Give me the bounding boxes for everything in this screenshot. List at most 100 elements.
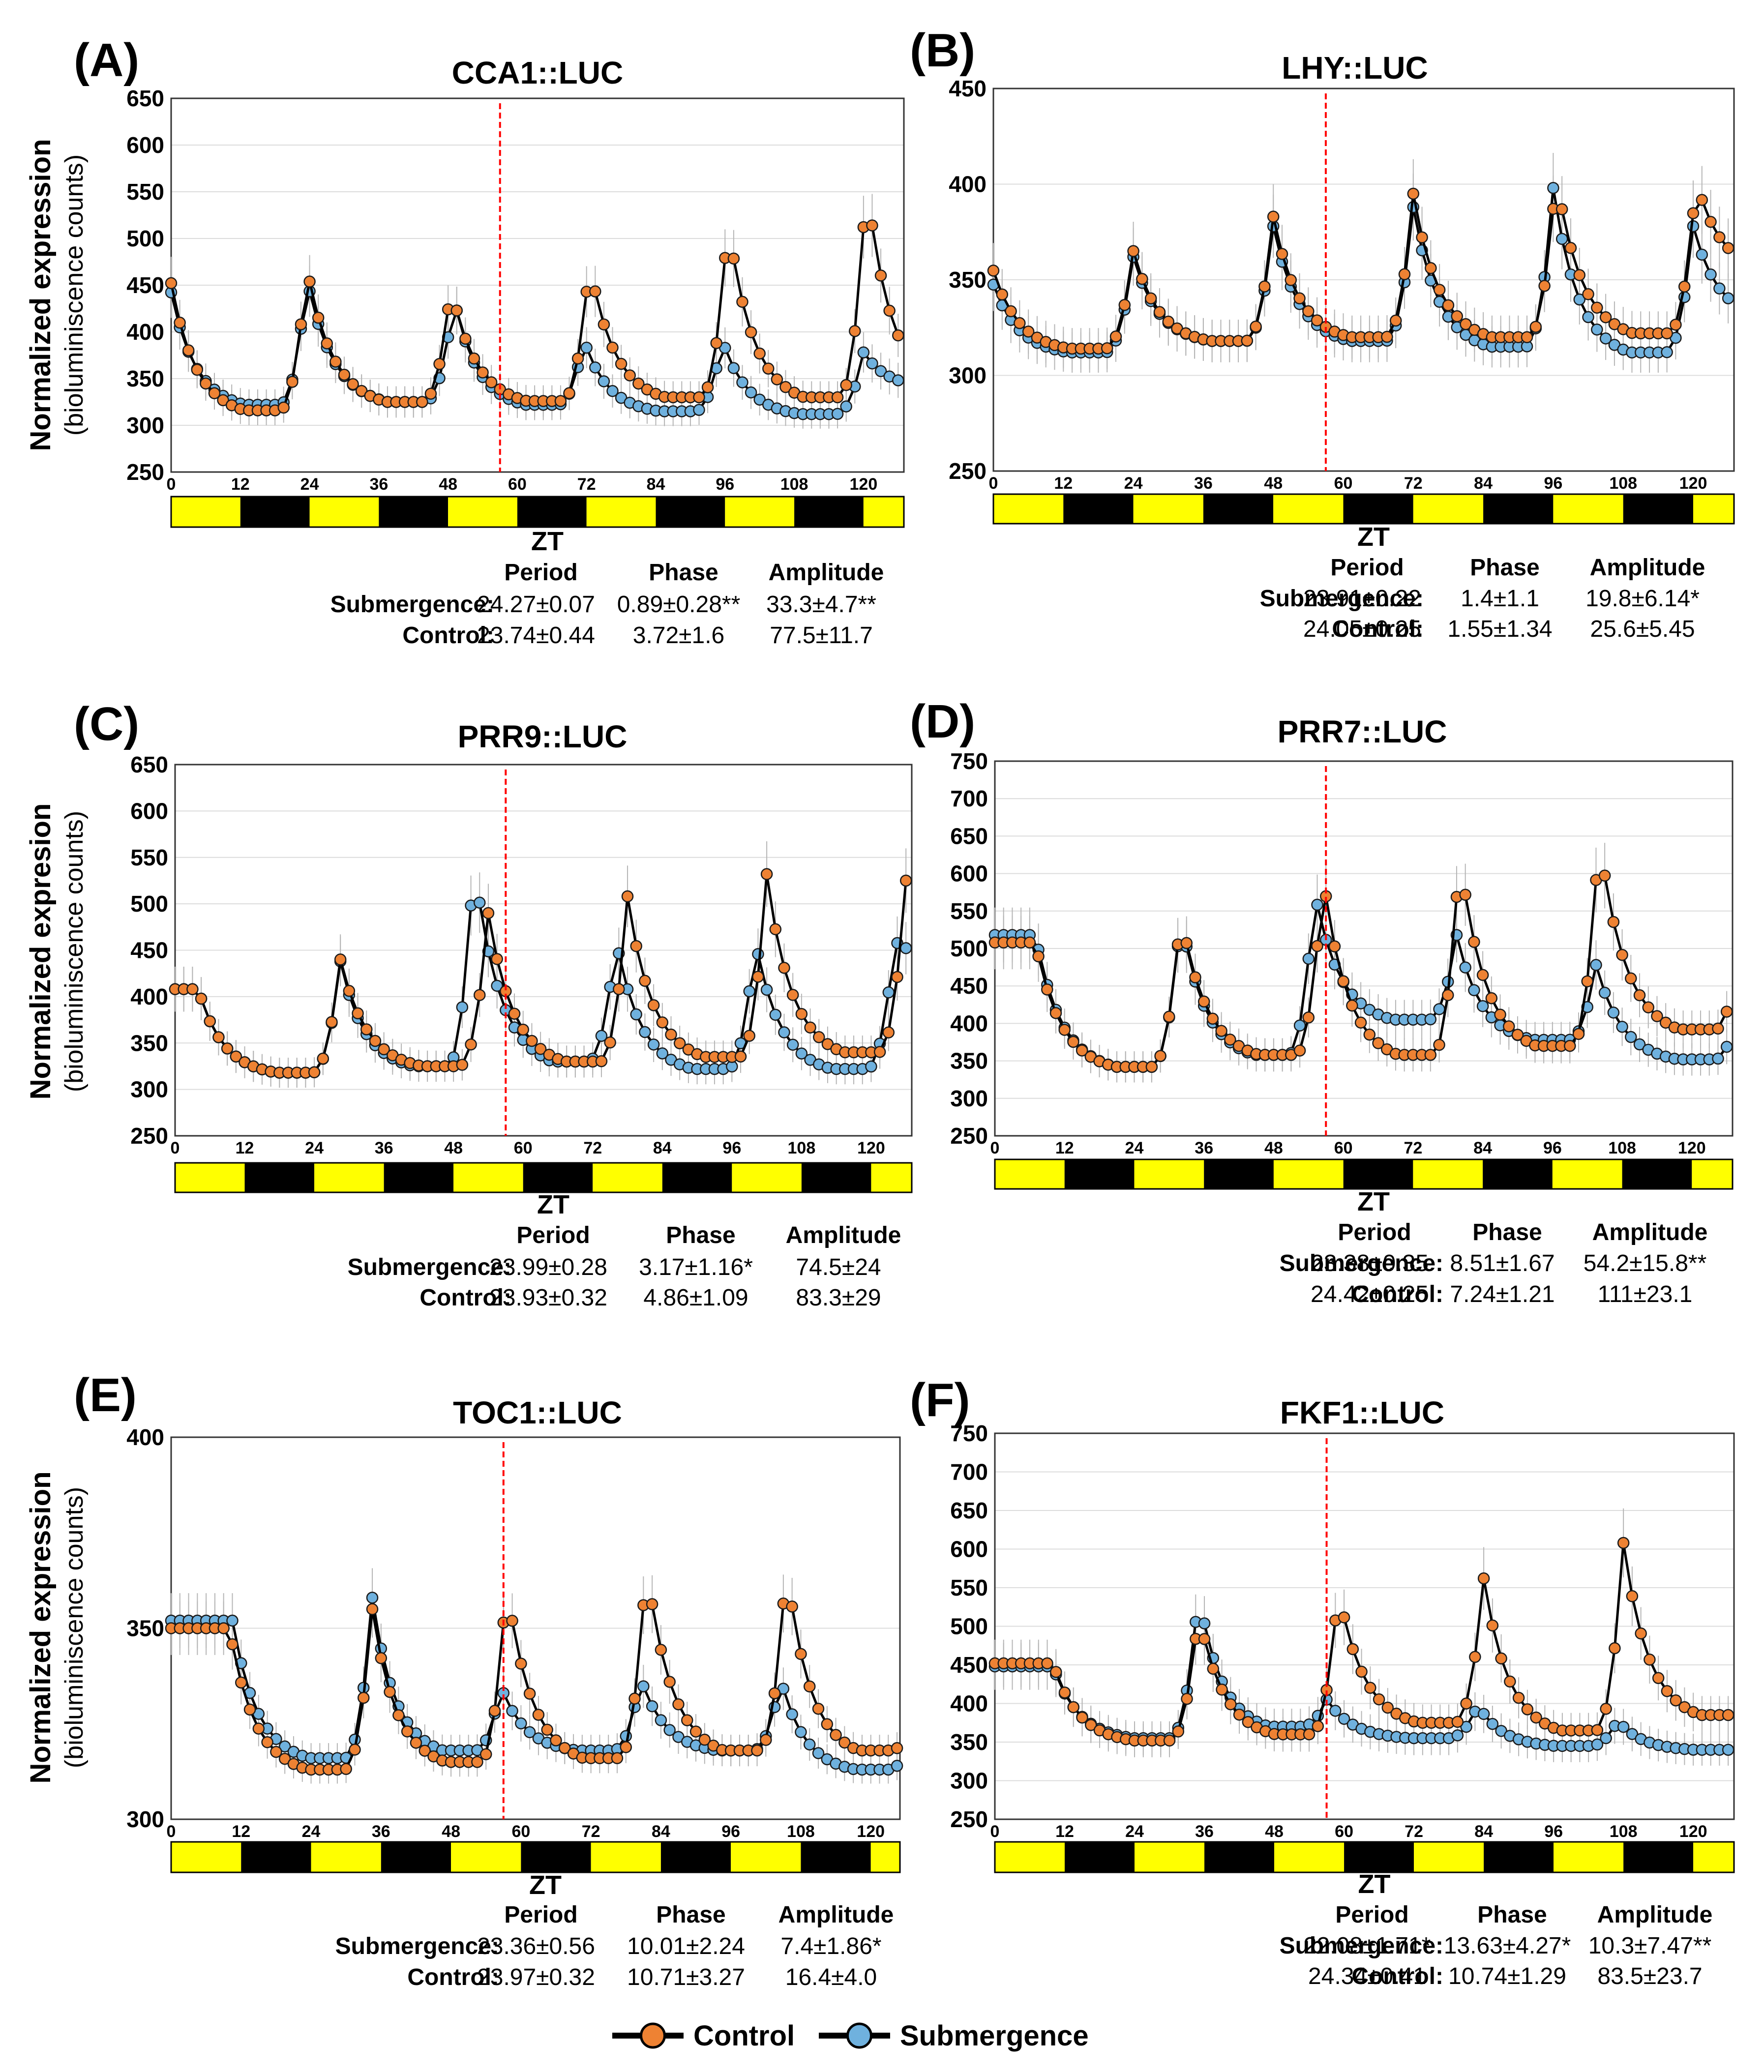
y-tick-label: 500 [126,226,164,251]
data-point [589,361,601,374]
data-point [303,275,316,288]
light-period [448,497,517,527]
stats-header: Period [504,560,577,586]
x-tick-label: 108 [1608,1139,1636,1157]
legend-label: Control [693,2020,795,2052]
data-point [771,373,783,385]
legend: Control Submergence [612,2020,1089,2052]
data-point [1032,950,1045,963]
y-tick-label: 400 [126,1424,164,1450]
data-point [1022,326,1035,338]
data-point [795,1648,807,1660]
light-period [1135,1842,1205,1872]
data-point [753,393,766,406]
data-point [1302,1011,1315,1024]
data-point [752,971,764,983]
dark-period [384,1163,454,1192]
data-point [673,1037,686,1050]
y-tick-label: 700 [950,1459,988,1485]
data-point [1303,1728,1316,1741]
data-point [1442,989,1454,1002]
x-axis-label: ZT [1358,1869,1391,1899]
data-point [1617,1537,1630,1549]
data-point [727,362,740,374]
light-period [995,1842,1065,1872]
light-dark-bar [174,1162,913,1193]
data-point [340,1763,352,1775]
x-tick-label: 60 [514,1139,533,1157]
panel-letter: (F) [910,1374,970,1426]
data-point [891,971,903,983]
data-point [639,975,651,987]
series-control [169,868,912,1079]
bar-frame [992,493,1735,525]
data-point [465,1038,477,1051]
dark-period [1063,494,1134,524]
data-point [1346,999,1358,1012]
data-point [1642,1001,1654,1014]
stats-value: 8.51±1.67 [1450,1250,1555,1276]
data-point [672,1698,685,1711]
x-tick-label: 12 [1055,1139,1074,1157]
data-point [491,979,503,992]
x-tick-label: 48 [1265,1822,1284,1841]
data-point [1713,231,1726,243]
data-point [1216,1684,1228,1696]
y-tick-label: 650 [950,1498,988,1523]
data-point [1600,1732,1612,1745]
data-point [1293,1044,1306,1057]
data-point [1573,293,1586,306]
data-point [1293,292,1306,305]
data-point [762,362,775,375]
series-control [987,187,1734,355]
data-point [477,366,489,379]
y-tick-label: 500 [130,891,168,917]
stats-header: Phase [666,1222,735,1248]
x-tick-label: 24 [302,1822,321,1841]
plot-frame [174,764,913,1137]
data-point [1712,1052,1724,1065]
data-point [1198,1617,1211,1629]
x-tick-label: 96 [721,1822,740,1841]
data-point [1591,1724,1604,1736]
data-point [1625,972,1637,985]
data-point [349,1744,361,1756]
data-point [795,1726,807,1738]
x-tick-label: 0 [167,1822,176,1841]
data-point [624,369,636,382]
light-period [591,1842,661,1872]
data-point [786,989,799,1001]
data-point [165,277,178,290]
bar-frame [994,1841,1735,1873]
data-point [778,962,790,974]
data-point [1476,969,1489,981]
data-point [838,1736,851,1749]
dark-period [794,497,864,527]
data-point [882,1026,895,1039]
data-point [515,1717,527,1730]
x-tick-label: 48 [442,1822,460,1841]
data-point [1530,1711,1542,1724]
light-period [175,1163,245,1192]
data-point [1302,305,1315,318]
data-point [1521,331,1533,343]
data-point [1582,288,1594,300]
data-point [803,1680,816,1693]
data-point [384,1686,396,1698]
data-point [604,1036,616,1049]
data-point [1661,1685,1674,1697]
light-period [1273,494,1344,524]
data-point [689,1725,702,1738]
data-point [334,953,347,966]
data-point [647,999,660,1011]
data-point [221,1042,234,1055]
data-point [450,304,463,317]
y-tick-label: 450 [950,973,988,999]
stats-value: 25.6±5.45 [1590,616,1695,642]
panel-a: (A) CCA1::LUC2503003504004505005506006500… [25,34,905,649]
y-axis-label-main: Normalized expresion [25,803,57,1100]
y-axis-label: Normalized expression (bioluminiscence co… [25,139,89,451]
light-dark-bar [992,493,1735,525]
x-tick-label: 84 [1474,474,1493,493]
